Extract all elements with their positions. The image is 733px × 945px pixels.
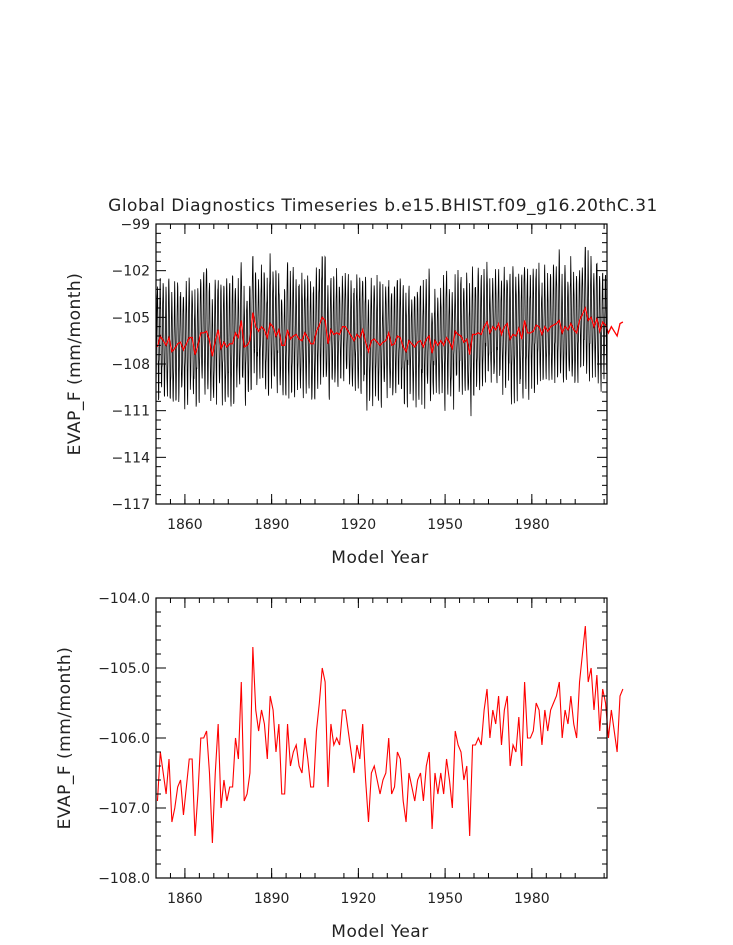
y-tick-label: −114 — [112, 450, 151, 466]
y-tick-label: −106.0 — [98, 731, 150, 747]
y-tick-label: −107.0 — [98, 801, 150, 817]
top-y-ticks: −117 −114 −111 −108 −105 −102 −99 — [112, 217, 607, 513]
y-tick-label: −105 — [112, 310, 150, 326]
bottom-plot-frame — [155, 597, 608, 879]
annual-mean-series-line-bottom — [156, 625, 624, 844]
x-tick-label: 1980 — [514, 517, 550, 533]
x-tick-label: 1890 — [254, 517, 290, 533]
y-tick-label: −108 — [112, 357, 150, 373]
x-tick-label: 1860 — [167, 517, 203, 533]
y-tick-label: −117 — [112, 497, 150, 513]
x-tick-label: 1860 — [167, 891, 203, 907]
y-tick-label: −105.0 — [98, 661, 150, 677]
bottom-chart-panel: −108.0−107.0−106.0−105.0−104.0 1860 1890 1… — [55, 591, 624, 942]
chart-title: Global Diagnostics Timeseries b.e15.BHIS… — [108, 196, 658, 216]
bottom-y-ticks: −108.0 −107.0 −106.0 −105.0 −104.0 — [98, 591, 607, 887]
x-tick-label: 1920 — [341, 517, 377, 533]
y-tick-label: −111 — [112, 404, 150, 420]
annual-mean-series-line — [156, 306, 624, 357]
bottom-y-axis-label: EVAP_F (mm/month) — [55, 647, 75, 830]
x-tick-label: 1920 — [341, 891, 377, 907]
top-x-axis-label: Model Year — [331, 548, 428, 568]
x-tick-label: 1890 — [254, 891, 290, 907]
x-tick-label: 1980 — [514, 891, 550, 907]
x-tick-label: 1950 — [427, 517, 463, 533]
top-chart-panel: Global Diagnostics Timeseries b.e15.BHIS… — [65, 196, 658, 568]
annual-mean-overlay-path — [156, 306, 624, 357]
annual-mean-line-path — [156, 625, 624, 844]
x-tick-label: 1950 — [427, 891, 463, 907]
y-tick-label: −104.0 — [98, 591, 150, 607]
monthly-series-line — [156, 246, 607, 417]
monthly-line-path — [156, 246, 607, 417]
y-tick-label: −102 — [112, 264, 150, 280]
y-tick-label: −108.0 — [98, 871, 150, 887]
top-y-axis-label: EVAP_F (mm/month) — [65, 273, 85, 456]
top-x-ticks: 1860 1890 1920 1950 1980 — [167, 224, 605, 533]
bottom-x-axis-label: Model Year — [331, 922, 428, 942]
y-tick-label: −99 — [120, 217, 150, 233]
bottom-x-ticks: 1860 1890 1920 1950 1980 — [167, 598, 605, 907]
